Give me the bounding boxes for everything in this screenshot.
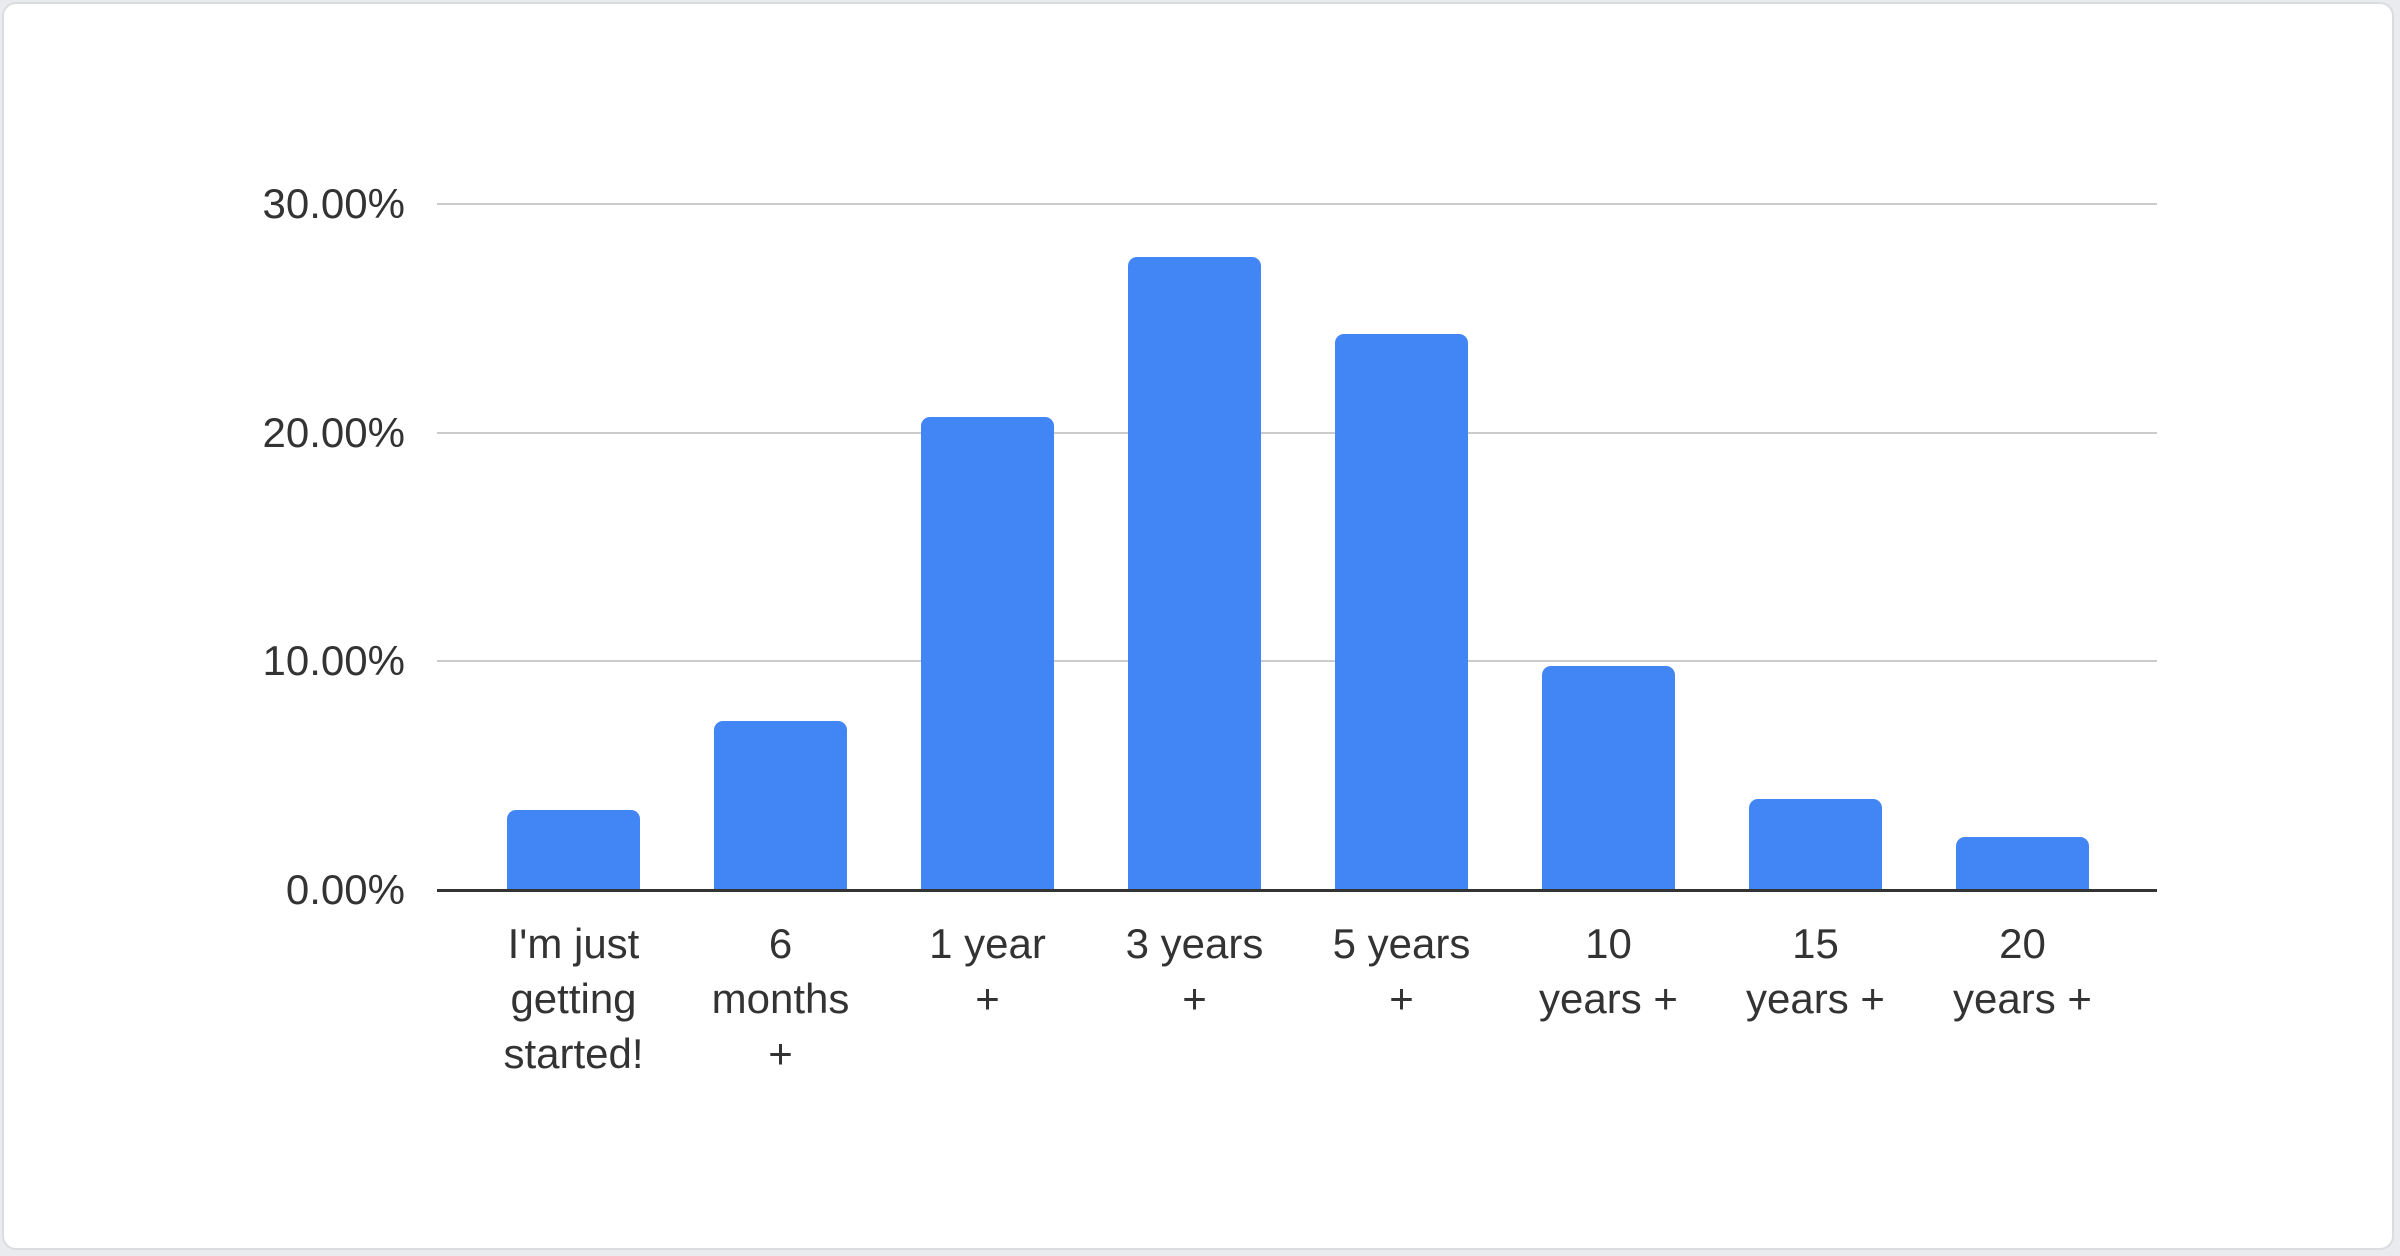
y-axis-tick-label: 0.00% xyxy=(285,866,405,913)
bar-8[interactable] xyxy=(1956,837,2089,890)
x-axis-category-label: 15 years + xyxy=(1712,916,1919,1026)
x-axis-label-line: years + xyxy=(1953,975,2092,1022)
x-axis-label-line: 1 year xyxy=(929,920,1046,967)
x-axis-label-line: years + xyxy=(1539,975,1678,1022)
bar-2[interactable] xyxy=(714,721,847,890)
y-axis-tick-label: 20.00% xyxy=(262,408,405,456)
x-axis-label-line: months xyxy=(711,975,850,1022)
x-axis-label-line: + xyxy=(1182,975,1207,1022)
x-axis-category-label: I'm just getting started! xyxy=(470,916,677,1081)
bar-chart: 0.00% 10.00% 20.00% 30.00% I'm just getting st… xyxy=(4,4,2400,1256)
x-axis-label-line: I'm just xyxy=(507,920,640,967)
bar-6[interactable] xyxy=(1542,666,1675,890)
x-axis-category-label: 20 years + xyxy=(1919,916,2126,1026)
x-axis-category-label: 10 years + xyxy=(1505,916,1712,1026)
bar-7[interactable] xyxy=(1749,799,1882,890)
y-axis-tick-label: 10.00% xyxy=(262,637,405,685)
x-axis-label-line: 20 xyxy=(1999,920,2046,967)
x-axis-category-label: 3 years + xyxy=(1091,916,1298,1026)
y-axis-tick-label: 30.00% xyxy=(262,180,405,227)
x-axis-label-line: years + xyxy=(1746,975,1885,1022)
x-axis-category-label: 1 year + xyxy=(884,916,1091,1026)
x-axis-label-line: 3 years xyxy=(1125,920,1264,967)
x-axis-label-line: 6 xyxy=(768,920,793,967)
gridline xyxy=(437,203,2157,205)
x-axis-label-line: started! xyxy=(503,1030,644,1077)
x-axis-label-line: 5 years xyxy=(1332,920,1471,967)
bar-3[interactable] xyxy=(921,417,1054,890)
x-axis-line xyxy=(437,889,2157,892)
x-axis-category-label: 5 years + xyxy=(1298,916,1505,1026)
x-axis-label-line: 15 xyxy=(1792,920,1839,967)
x-axis-category-label: 6 months + xyxy=(677,916,884,1081)
bar-4[interactable] xyxy=(1128,257,1261,890)
x-axis-label-line: getting xyxy=(510,975,637,1022)
gridline xyxy=(437,660,2157,663)
bar-5[interactable] xyxy=(1335,334,1468,890)
x-axis-label-line: 10 xyxy=(1585,920,1632,967)
bar-1[interactable] xyxy=(507,810,640,890)
gridline xyxy=(437,431,2157,434)
x-axis-label-line: + xyxy=(975,975,1000,1022)
x-axis-label-line: + xyxy=(768,1030,793,1077)
x-axis-label-line: + xyxy=(1389,975,1414,1022)
